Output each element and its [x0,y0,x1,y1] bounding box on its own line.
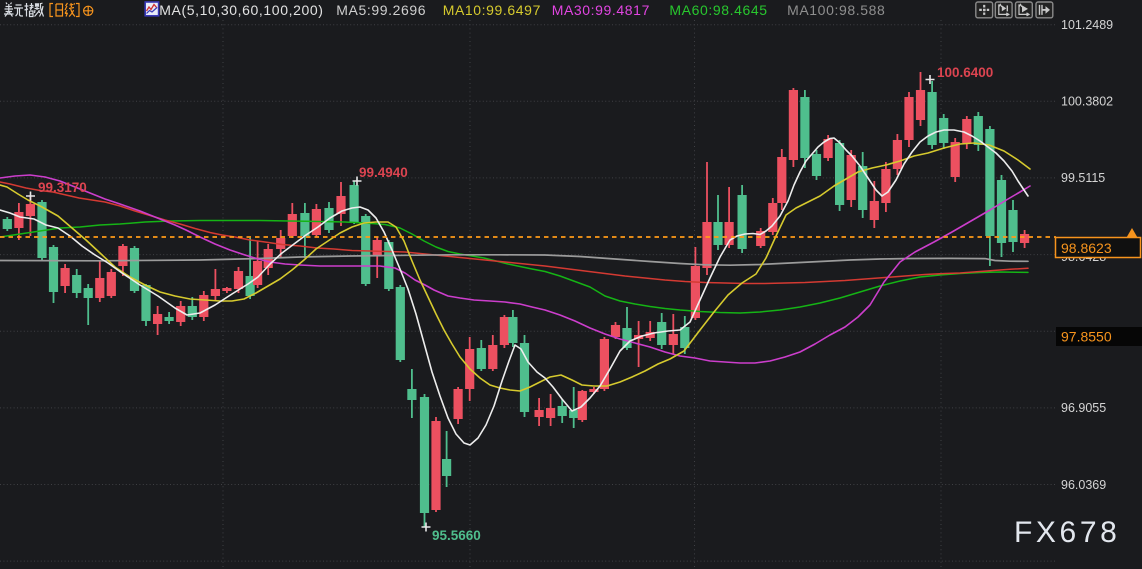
svg-text:100.3802: 100.3802 [1061,95,1113,109]
svg-text:MA10:99.6497: MA10:99.6497 [443,2,541,18]
svg-text:MA5:99.2696: MA5:99.2696 [336,2,426,18]
svg-text:99.5115: 99.5115 [1061,171,1105,185]
svg-text:MA60:98.4645: MA60:98.4645 [669,2,767,18]
svg-text:100.6400: 100.6400 [937,65,993,80]
svg-text:MA(5,10,30,60,100,200): MA(5,10,30,60,100,200) [159,2,323,18]
svg-text:97.8550: 97.8550 [1061,329,1112,345]
svg-text:MA30:99.4817: MA30:99.4817 [552,2,650,18]
svg-text:96.9055: 96.9055 [1061,401,1106,415]
svg-text:98.8623: 98.8623 [1061,240,1112,256]
svg-text:95.5660: 95.5660 [432,528,481,543]
svg-text:99.3170: 99.3170 [38,180,87,195]
svg-text:101.2489: 101.2489 [1061,18,1113,32]
svg-text:96.0369: 96.0369 [1061,478,1106,492]
svg-text:99.4940: 99.4940 [359,165,408,180]
svg-text:MA100:98.588: MA100:98.588 [787,2,885,18]
svg-text:FX678: FX678 [1014,516,1120,549]
